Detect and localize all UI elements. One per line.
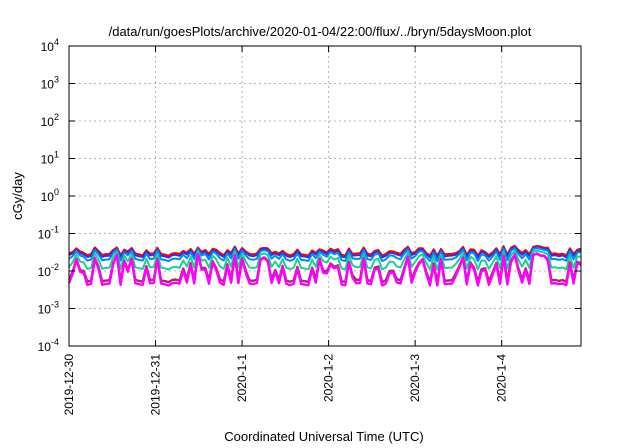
y-tick-label: 102 [41, 112, 59, 129]
series-line [67, 252, 582, 287]
x-tick-label: 2019-12-30 [62, 354, 76, 416]
y-tick-label-base: 10 [38, 228, 52, 242]
series-line [68, 249, 582, 271]
y-tick-label-base: 10 [41, 40, 55, 54]
x-tick-label: 2020-1-1 [235, 354, 249, 402]
x-tick-label: 2020-1-2 [322, 354, 336, 402]
x-tick-label: 2020-1-4 [495, 354, 509, 402]
y-tick-label: 10-4 [38, 337, 59, 354]
y-tick-label: 103 [41, 75, 59, 92]
y-tick-label-base: 10 [41, 190, 55, 204]
y-tick-label-exponent: 3 [54, 75, 59, 85]
chart-title: /data/run/goesPlots/archive/2020-01-04/2… [109, 24, 532, 39]
y-tick-label: 10-3 [38, 300, 59, 317]
y-tick-label-exponent: -2 [51, 262, 59, 272]
x-tick-label: 2019-12-31 [149, 354, 163, 416]
y-tick-label-exponent: -1 [51, 225, 59, 235]
y-tick-label: 101 [41, 150, 59, 167]
y-tick-label-base: 10 [41, 78, 55, 92]
y-tick-label-exponent: 0 [54, 187, 59, 197]
ticks: 10-410-310-210-11001011021031042019-12-3… [38, 37, 581, 415]
y-tick-label-exponent: 2 [54, 112, 59, 122]
y-tick-label-exponent: 1 [54, 150, 59, 160]
y-tick-label-exponent: -4 [51, 337, 59, 347]
y-tick-label-exponent: 4 [54, 37, 59, 47]
y-tick-label: 104 [41, 37, 59, 54]
series-line [68, 246, 582, 259]
y-tick-label-base: 10 [38, 303, 52, 317]
y-tick-label-base: 10 [38, 265, 52, 279]
x-tick-label: 2020-1-3 [408, 354, 422, 402]
y-tick-label-exponent: -3 [51, 300, 59, 310]
y-tick-label: 10-2 [38, 262, 59, 279]
x-axis-label: Coordinated Universal Time (UTC) [224, 429, 423, 444]
y-tick-label-base: 10 [41, 153, 55, 167]
y-tick-label: 10-1 [38, 225, 59, 242]
y-tick-label: 100 [41, 187, 59, 204]
series-layer [67, 244, 582, 287]
grid [68, 45, 581, 347]
y-tick-label-base: 10 [41, 115, 55, 129]
series-line [68, 247, 582, 263]
y-axis-label: cGy/day [10, 172, 25, 220]
y-tick-label-base: 10 [38, 340, 52, 354]
